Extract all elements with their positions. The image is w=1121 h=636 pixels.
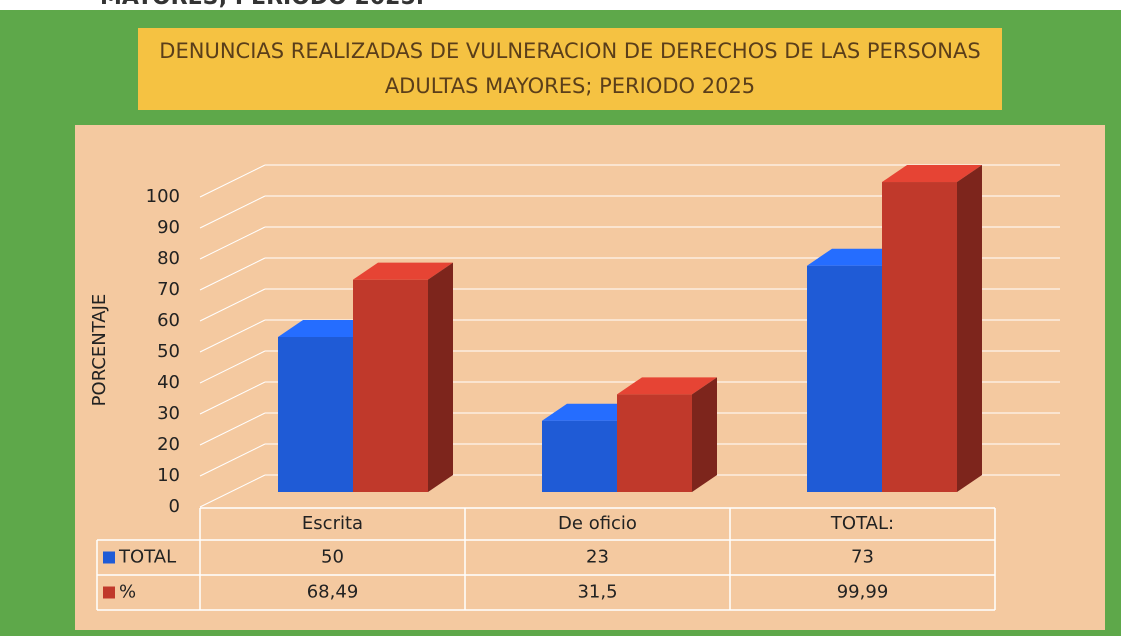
legend-key	[103, 551, 115, 564]
grid-line	[199, 474, 266, 508]
legend-label: %	[119, 582, 136, 603]
y-tick-label: 90	[157, 217, 180, 238]
y-tick-label: 40	[157, 372, 180, 393]
bar	[807, 265, 882, 492]
table-cell: 73	[851, 547, 874, 568]
x-tick-label: De oficio	[558, 513, 637, 534]
grid-line	[199, 226, 266, 260]
table-cell: 68,49	[307, 582, 359, 603]
grid-line	[199, 412, 266, 446]
grid-line	[199, 288, 266, 322]
table-cell: 23	[586, 547, 609, 568]
y-tick-label: 50	[157, 341, 180, 362]
bar	[278, 337, 353, 492]
bar-top	[617, 377, 717, 395]
chart-title: DENUNCIAS REALIZADAS DE VULNERACION DE D…	[159, 39, 980, 63]
grid-line	[199, 257, 266, 291]
x-tick-label: TOTAL:	[830, 513, 894, 534]
bar-side	[692, 377, 717, 492]
grid-line	[199, 381, 266, 415]
grid-line	[199, 164, 266, 198]
y-tick-label: 0	[169, 496, 180, 517]
bar-side	[957, 165, 982, 492]
table-cell: 99,99	[837, 582, 889, 603]
y-tick-label: 70	[157, 279, 180, 300]
bar-top	[882, 165, 982, 183]
bar	[542, 420, 617, 492]
table-cell: 50	[321, 547, 344, 568]
bar-top	[353, 262, 453, 280]
y-axis-label: PORCENTAJE	[89, 294, 110, 407]
table-cell: 31,5	[577, 582, 617, 603]
y-tick-label: 30	[157, 403, 180, 424]
cropped-heading: MAYORES; PERIODO 2025.	[100, 0, 424, 10]
y-tick-label: 20	[157, 434, 180, 455]
grid-line	[199, 319, 266, 353]
grid-line	[199, 350, 266, 384]
bar-side	[428, 262, 453, 492]
bar	[882, 182, 957, 492]
legend-key	[103, 586, 115, 599]
grid-line	[199, 195, 266, 229]
x-tick-label: Escrita	[302, 513, 363, 534]
y-tick-label: 60	[157, 310, 180, 331]
legend-label: TOTAL	[118, 547, 176, 568]
y-tick-label: 80	[157, 248, 180, 269]
bar	[353, 279, 428, 492]
title-box	[138, 28, 1002, 110]
y-tick-label: 100	[146, 186, 180, 207]
bar	[617, 394, 692, 492]
chart-title-line2: ADULTAS MAYORES; PERIODO 2025	[385, 74, 755, 98]
grid-line	[199, 443, 266, 477]
y-tick-label: 10	[157, 465, 180, 486]
